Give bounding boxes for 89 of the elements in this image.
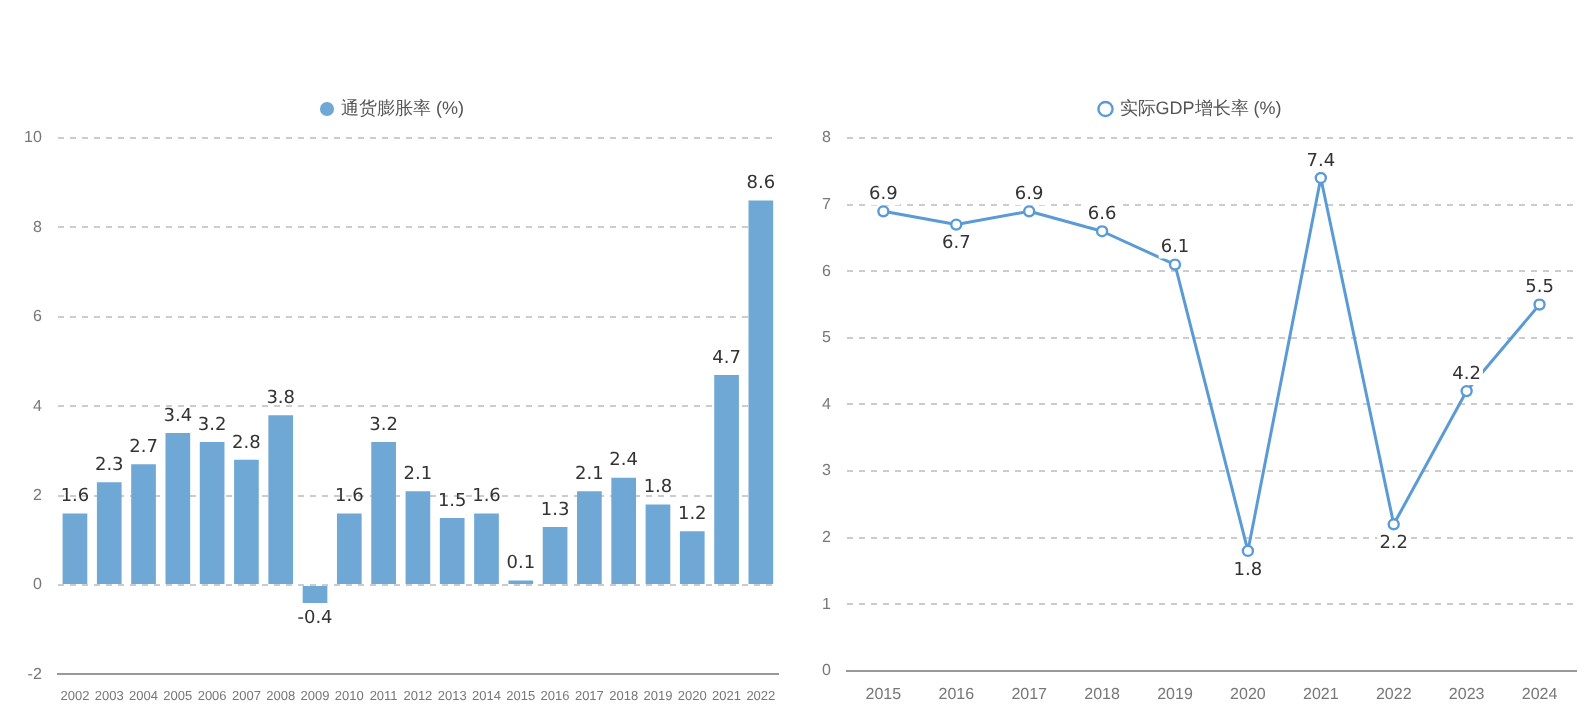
data-label: 2.7 bbox=[129, 438, 158, 458]
data-label: 2.8 bbox=[232, 433, 262, 454]
y-tick-label: 8 bbox=[32, 217, 43, 236]
data-label: 5.5 bbox=[1525, 278, 1554, 299]
bar bbox=[679, 531, 705, 584]
data-label: 1.8 bbox=[1233, 560, 1263, 581]
data-label: 2.1 bbox=[403, 464, 433, 485]
x-tick-label: 2015 bbox=[865, 684, 903, 703]
y-tick-label: 10 bbox=[23, 128, 43, 147]
data-label: 3.2 bbox=[197, 415, 227, 436]
point bbox=[1314, 171, 1328, 185]
data-label: 4.2 bbox=[1452, 364, 1481, 385]
point bbox=[1241, 544, 1255, 558]
data-label: 2.3 bbox=[94, 455, 124, 476]
data-label: 0.1 bbox=[506, 554, 536, 575]
x-tick-label: 2023 bbox=[1448, 684, 1486, 703]
data-label: 2.1 bbox=[575, 464, 604, 485]
data-label: 1.2 bbox=[677, 505, 707, 526]
x-tick-label: 2016 bbox=[938, 684, 976, 703]
bar bbox=[645, 504, 671, 584]
data-label: 3.2 bbox=[369, 415, 398, 436]
bar bbox=[96, 482, 122, 584]
x-tick-label: 2020 bbox=[1230, 684, 1267, 703]
point bbox=[1533, 298, 1546, 311]
data-label: 1.6 bbox=[60, 487, 90, 508]
data-label: 6.9 bbox=[1014, 184, 1045, 205]
bar bbox=[542, 526, 568, 584]
y-tick-label: 6 bbox=[32, 307, 43, 326]
y-tick-label: 3 bbox=[821, 461, 832, 480]
bar bbox=[199, 441, 225, 584]
bar bbox=[474, 513, 499, 584]
data-label: 1.6 bbox=[472, 487, 502, 508]
data-label: 8.6 bbox=[746, 174, 776, 195]
data-label: 2.4 bbox=[609, 451, 639, 472]
legend-label: 实际GDP增长率 (%) bbox=[1119, 97, 1282, 118]
data-label: 1.8 bbox=[643, 478, 673, 499]
y-tick-label: 2 bbox=[32, 486, 43, 505]
bar bbox=[302, 586, 328, 603]
bar bbox=[611, 477, 637, 584]
bar bbox=[714, 374, 739, 584]
data-label: 7.4 bbox=[1306, 151, 1336, 172]
y-tick-label: 5 bbox=[821, 328, 832, 347]
data-label: 6.1 bbox=[1160, 238, 1190, 259]
data-label: 3.8 bbox=[266, 388, 296, 409]
point bbox=[1168, 258, 1182, 271]
bar bbox=[234, 459, 259, 584]
y-tick-label: 7 bbox=[821, 195, 832, 214]
bar bbox=[268, 415, 294, 584]
point bbox=[1022, 205, 1036, 218]
data-label: 1.3 bbox=[540, 500, 570, 521]
y-tick-label: 0 bbox=[821, 661, 832, 680]
x-tick-label: 2019 bbox=[1157, 684, 1194, 703]
y-tick-label: 4 bbox=[821, 394, 832, 413]
bar bbox=[439, 517, 465, 584]
data-label: 3.4 bbox=[163, 406, 193, 427]
y-tick-label: 0 bbox=[32, 575, 43, 594]
x-tick-label: 2021 bbox=[1303, 684, 1340, 703]
y-tick-label: 4 bbox=[32, 396, 43, 415]
x-tick-label: 2018 bbox=[1084, 684, 1121, 703]
bar bbox=[748, 200, 774, 584]
data-label: 6.6 bbox=[1087, 204, 1117, 225]
point bbox=[877, 205, 890, 218]
x-tick-label: 2022 bbox=[1375, 684, 1413, 703]
data-label: 1.5 bbox=[437, 491, 467, 512]
bar bbox=[336, 513, 362, 584]
point bbox=[950, 218, 963, 231]
bar bbox=[405, 491, 431, 584]
bar bbox=[165, 433, 191, 584]
x-tick-label: 2024 bbox=[1521, 684, 1559, 703]
point bbox=[1460, 384, 1473, 398]
data-label: -0.4 bbox=[297, 608, 334, 629]
data-label: 6.7 bbox=[941, 234, 971, 255]
y-tick-label: 6 bbox=[821, 261, 832, 280]
bar bbox=[131, 464, 156, 584]
data-label: 4.7 bbox=[712, 348, 741, 369]
y-tick-label: 1 bbox=[821, 594, 832, 613]
legend-label: 通货膨胀率 (%) bbox=[341, 97, 464, 118]
bar bbox=[62, 513, 88, 584]
point bbox=[1387, 518, 1400, 531]
y-tick-label: 8 bbox=[821, 128, 832, 147]
data-label: 6.9 bbox=[869, 184, 899, 205]
data-label: 1.6 bbox=[334, 487, 365, 508]
y-tick-label: -2 bbox=[27, 664, 43, 683]
data-label: 2.2 bbox=[1379, 533, 1409, 554]
x-tick-label: 2017 bbox=[1011, 684, 1049, 703]
bar bbox=[371, 441, 396, 584]
y-tick-label: 2 bbox=[821, 528, 832, 547]
point bbox=[1095, 225, 1109, 238]
bar bbox=[577, 491, 602, 584]
